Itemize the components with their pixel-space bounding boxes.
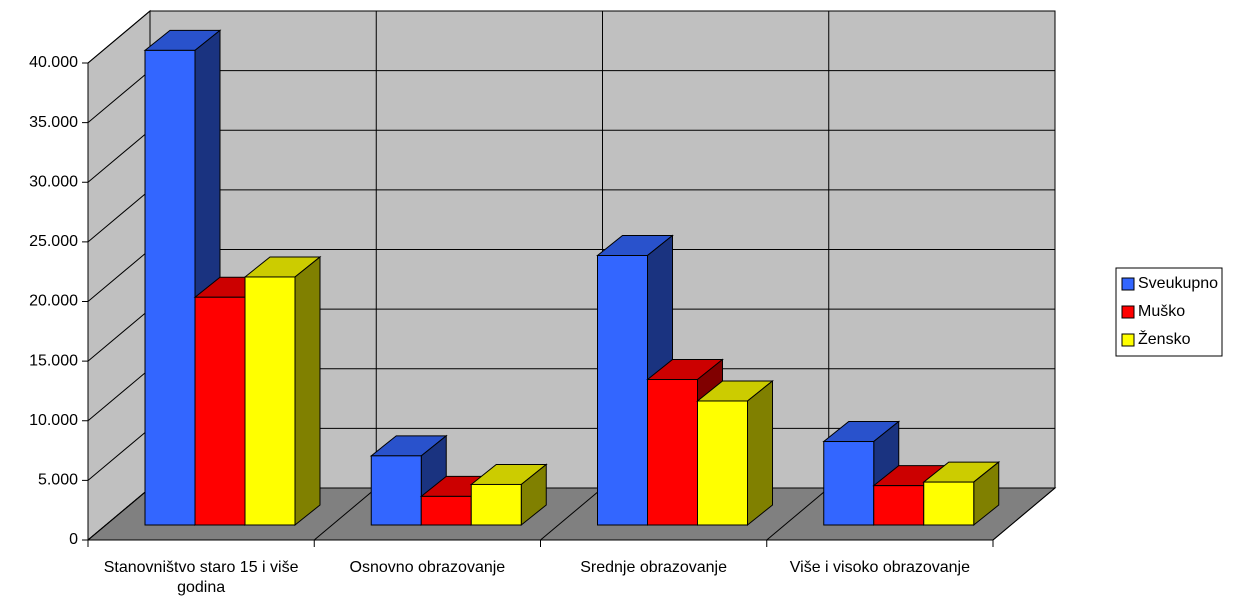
x-tick-label: Stanovništvo staro 15 i više godina [103,559,299,596]
legend-swatch [1121,277,1135,291]
legend-label: Sveukupno [1138,275,1218,292]
bar-front [144,49,196,526]
y-tick-label: 5.000 [38,472,78,489]
bar-front [244,276,296,526]
x-tick-label: Srednje obrazovanje [580,559,727,576]
bar-front [470,483,522,526]
y-tick-label: 40.000 [29,54,78,71]
bar-side [294,255,321,527]
bar [696,379,774,527]
y-tick-label: 20.000 [29,293,78,310]
bar-front [823,441,875,526]
floor-divider [992,487,1056,541]
legend-swatch [1121,305,1135,319]
legend-label: Muško [1138,303,1185,320]
y-tick-label: 35.000 [29,114,78,131]
bar-front [923,481,975,526]
bar-front [597,254,648,526]
y-tick-label: 25.000 [29,233,78,250]
legend-label: Žensko [1138,329,1191,348]
bar [243,255,322,527]
bar-side [747,379,773,527]
y-tick-label: 0 [69,531,78,548]
bar-front [194,296,246,526]
bar-front [420,495,472,526]
y-tick-label: 15.000 [29,352,78,369]
x-tick-label: Više i visoko obrazovanje [789,559,970,576]
y-tick-label: 10.000 [29,412,78,429]
floor-divider [313,487,377,541]
bar-front [873,485,925,526]
floor-divider [540,487,603,541]
floor-divider [87,487,151,541]
bar-front [370,455,422,526]
bar [922,461,1001,527]
x-tick-label: Osnovno obrazovanje [349,559,506,576]
floor-divider [766,487,830,541]
bar-front [697,400,748,526]
y-tick-label: 30.000 [29,173,78,190]
legend-swatch [1121,333,1135,347]
bar [469,463,548,527]
bar-front [647,379,698,526]
